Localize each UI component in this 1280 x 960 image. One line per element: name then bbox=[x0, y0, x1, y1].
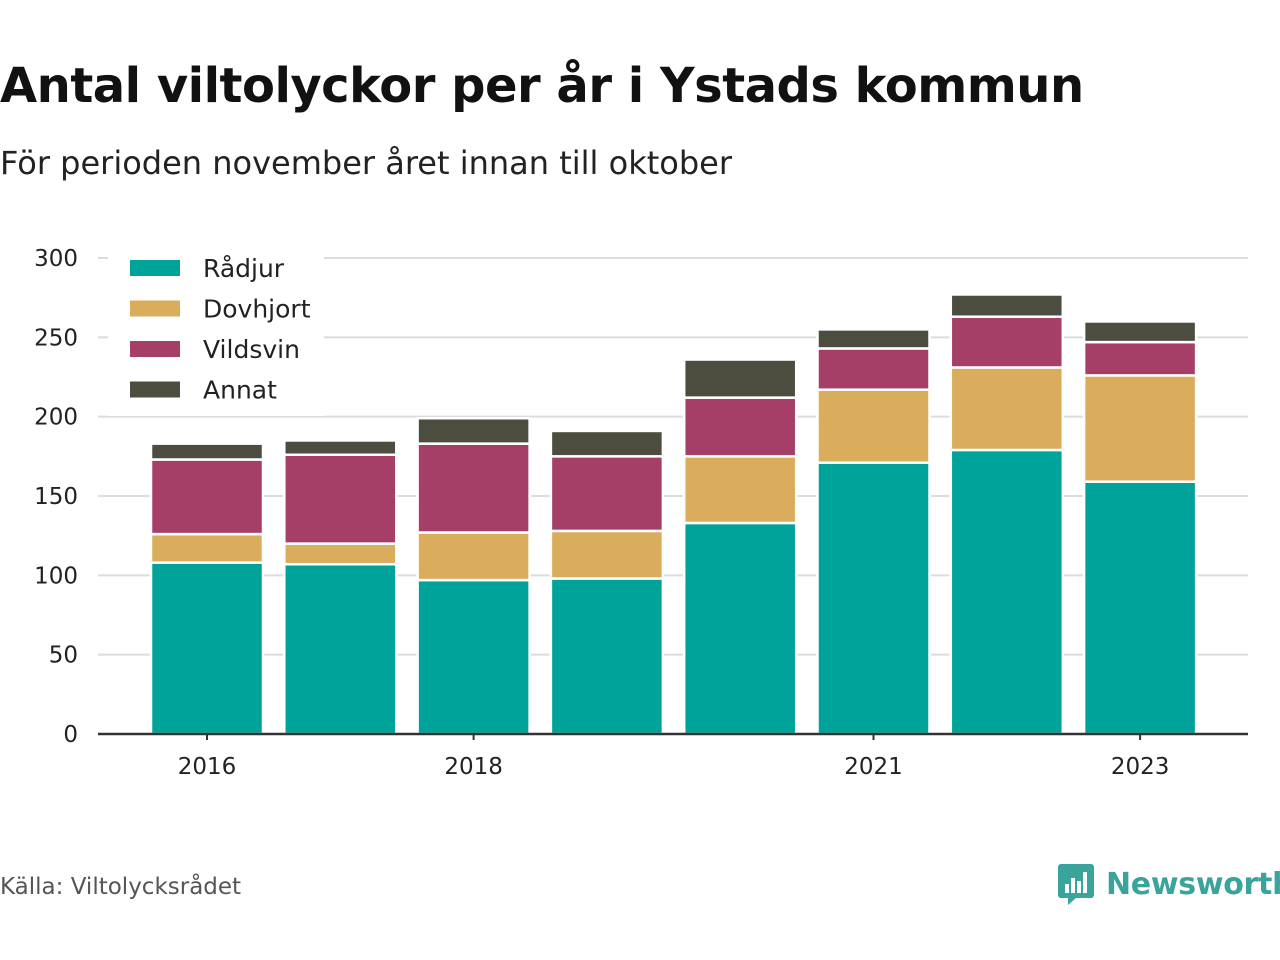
y-tick-label: 150 bbox=[34, 484, 78, 510]
bar-segment bbox=[283, 453, 398, 545]
bar-segment bbox=[549, 429, 665, 458]
stacked-bar-chart: 0 50 100 150 200 250 300 2016 2018 2021 2023 Rådjur… bbox=[34, 246, 1248, 780]
bar-segment bbox=[149, 458, 265, 536]
x-tick-label: 2016 bbox=[178, 754, 237, 780]
bar-segment bbox=[949, 315, 1065, 369]
source-note: Källa: Viltolycksrådet bbox=[0, 874, 242, 900]
y-tick-label: 200 bbox=[34, 405, 78, 431]
legend-swatch bbox=[130, 381, 180, 398]
bar-segment bbox=[682, 455, 798, 525]
bar-segment bbox=[283, 562, 398, 736]
y-tick-label: 100 bbox=[34, 563, 78, 589]
bar-segment bbox=[549, 529, 665, 580]
x-tick-label: 2021 bbox=[844, 754, 903, 780]
x-tick-label: 2018 bbox=[444, 754, 503, 780]
legend-label: Vildsvin bbox=[203, 335, 300, 364]
bar-segment bbox=[1082, 480, 1198, 736]
bar-segment bbox=[149, 532, 265, 564]
bar-segment bbox=[1082, 320, 1198, 344]
legend-label: Rådjur bbox=[203, 254, 285, 283]
bar-segment bbox=[416, 578, 531, 736]
bar-segment bbox=[416, 417, 531, 445]
bar-segment bbox=[682, 396, 798, 458]
chart-title: Antal viltolyckor per år i Ystads kommun bbox=[0, 58, 1084, 114]
legend-label: Dovhjort bbox=[203, 295, 311, 324]
bar-segment bbox=[549, 577, 665, 736]
bar-segment bbox=[682, 358, 798, 399]
legend-label: Annat bbox=[203, 376, 277, 405]
legend-swatch bbox=[130, 300, 180, 317]
brand-logo: Newsworthy bbox=[1058, 862, 1280, 906]
bar-segment bbox=[149, 442, 265, 461]
bar-segment bbox=[949, 366, 1065, 452]
chart-subtitle: För perioden november året innan till ok… bbox=[0, 144, 732, 182]
bar-segment bbox=[816, 461, 931, 736]
y-tick-label: 250 bbox=[34, 325, 78, 351]
bar-segment bbox=[949, 293, 1065, 318]
y-tick-label: 0 bbox=[63, 722, 78, 748]
bar-segment bbox=[416, 531, 531, 582]
brand-name: Newsworthy bbox=[1106, 866, 1280, 902]
bar-segment bbox=[283, 439, 398, 456]
bar-segment bbox=[816, 328, 931, 350]
bar-segment bbox=[682, 521, 798, 736]
bar-segment bbox=[816, 347, 931, 391]
legend-swatch bbox=[130, 260, 180, 276]
bar-segment bbox=[816, 388, 931, 464]
newsworthy-logo-icon bbox=[1058, 864, 1094, 905]
bar-segment bbox=[1082, 374, 1198, 483]
bar-segment bbox=[416, 442, 531, 534]
bar-segment bbox=[1082, 340, 1198, 377]
bar-segment bbox=[283, 542, 398, 566]
x-tick-label: 2023 bbox=[1111, 754, 1170, 780]
bar-segment bbox=[949, 448, 1065, 736]
bar-segment bbox=[549, 455, 665, 533]
y-tick-label: 300 bbox=[34, 246, 78, 272]
y-tick-label: 50 bbox=[49, 643, 78, 669]
bar-segment bbox=[149, 561, 265, 736]
legend-swatch bbox=[130, 341, 180, 357]
